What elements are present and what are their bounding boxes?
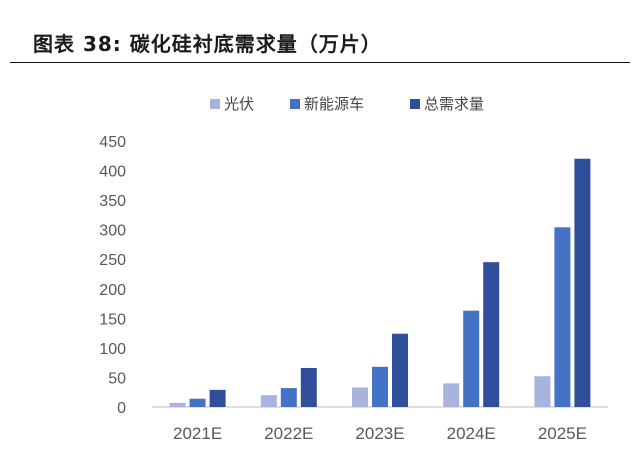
x-tick-label-0: 2021E: [173, 424, 222, 443]
legend-item-1: 新能源车: [290, 93, 364, 114]
y-tick-label-6: 300: [99, 223, 126, 240]
legend-swatch-2: [410, 98, 420, 109]
y-tick-label-9: 450: [99, 134, 126, 151]
y-tick-label-0: 0: [117, 400, 126, 417]
bar-1-0: [189, 398, 206, 407]
y-tick-label-5: 250: [99, 252, 126, 269]
bar-2-2: [392, 333, 408, 407]
y-tick-label-2: 100: [99, 341, 126, 358]
title-bar: 图表 38: 碳化硅衬底需求量（万片）: [0, 0, 640, 63]
x-tick-label-3: 2024E: [447, 424, 496, 443]
bar-1-1: [280, 388, 297, 407]
bar-1-4: [554, 227, 571, 407]
bar-0-3: [443, 383, 460, 407]
legend-swatch-0: [210, 98, 220, 109]
bar-2-0: [209, 389, 226, 407]
legend-item-2: 总需求量: [410, 93, 484, 114]
bar-1-3: [463, 310, 480, 407]
bar-1-2: [372, 366, 388, 407]
bar-2-3: [483, 262, 500, 407]
legend-item-0: 光伏: [210, 93, 254, 114]
x-tick-label-1: 2022E: [264, 424, 313, 443]
legend-label-1: 新能源车: [304, 95, 365, 113]
bar-0-0: [169, 402, 186, 407]
bar-2-1: [300, 367, 317, 407]
y-tick-label-3: 150: [99, 311, 126, 328]
bar-0-2: [352, 387, 368, 407]
legend-swatch-1: [290, 98, 300, 109]
bar-2-4: [574, 158, 591, 407]
y-tick-label-1: 50: [108, 370, 126, 387]
legend-label-2: 总需求量: [424, 95, 485, 113]
y-tick-label-4: 200: [99, 282, 126, 299]
legend: 光伏 新能源车 总需求量: [0, 93, 640, 113]
legend-label-0: 光伏: [224, 95, 255, 113]
chart-title: 图表 38: 碳化硅衬底需求量（万片）: [33, 32, 382, 56]
bar-0-1: [260, 395, 277, 407]
x-tick-label-4: 2025E: [538, 424, 587, 443]
y-tick-label-7: 350: [99, 193, 126, 210]
title-divider: [10, 62, 630, 63]
x-tick-label-2: 2023E: [355, 424, 404, 443]
y-tick-label-8: 400: [99, 164, 126, 181]
bar-0-4: [534, 376, 551, 407]
